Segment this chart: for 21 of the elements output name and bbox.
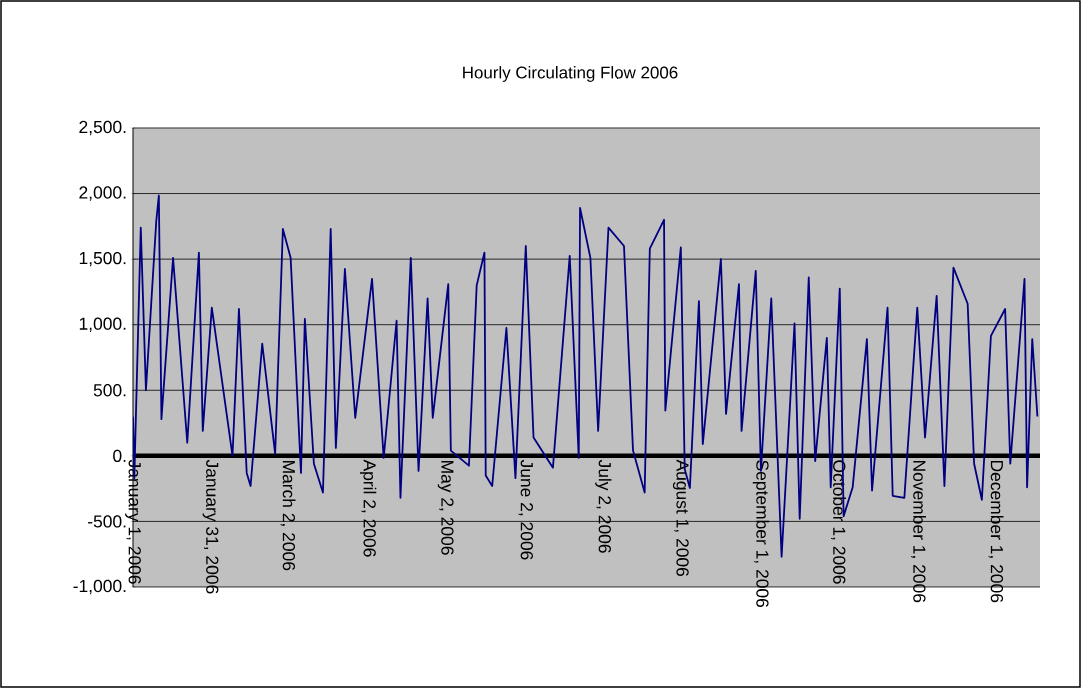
x-tick-label: January 31, 2006 <box>202 459 219 594</box>
x-tick-label: March 2, 2006 <box>280 460 296 571</box>
y-tick-label: 1,000. <box>79 317 126 332</box>
x-tick-label: May 2, 2006 <box>437 460 454 555</box>
y-tick-label: 2,000. <box>79 186 126 201</box>
y-tick-label: -500. <box>88 515 126 528</box>
x-tick-label: August 1, 2006 <box>672 459 689 577</box>
x-tick-label: December 1, 2006 <box>988 460 1004 603</box>
x-tick-label: September 1, 2006 <box>752 460 770 608</box>
y-tick-label: 0. <box>113 449 126 463</box>
x-tick-label: June 2, 2006 <box>518 459 533 560</box>
y-tick-label: 2,500. <box>79 120 126 136</box>
x-tick-label: November 1, 2006 <box>911 460 926 603</box>
y-tick-label: 1,500. <box>79 251 126 267</box>
x-tick-label: January 1, 2006 <box>125 459 141 584</box>
y-tick-label: 500. <box>93 384 126 397</box>
x-tick-label: April 2, 2006 <box>360 459 377 557</box>
y-tick-label: -1,000. <box>73 579 126 595</box>
chart-title: Hourly Circulating Flow 2006 <box>463 66 678 82</box>
x-tick-label: October 1, 2006 <box>831 460 846 584</box>
x-tick-label: July 2, 2006 <box>595 459 612 553</box>
